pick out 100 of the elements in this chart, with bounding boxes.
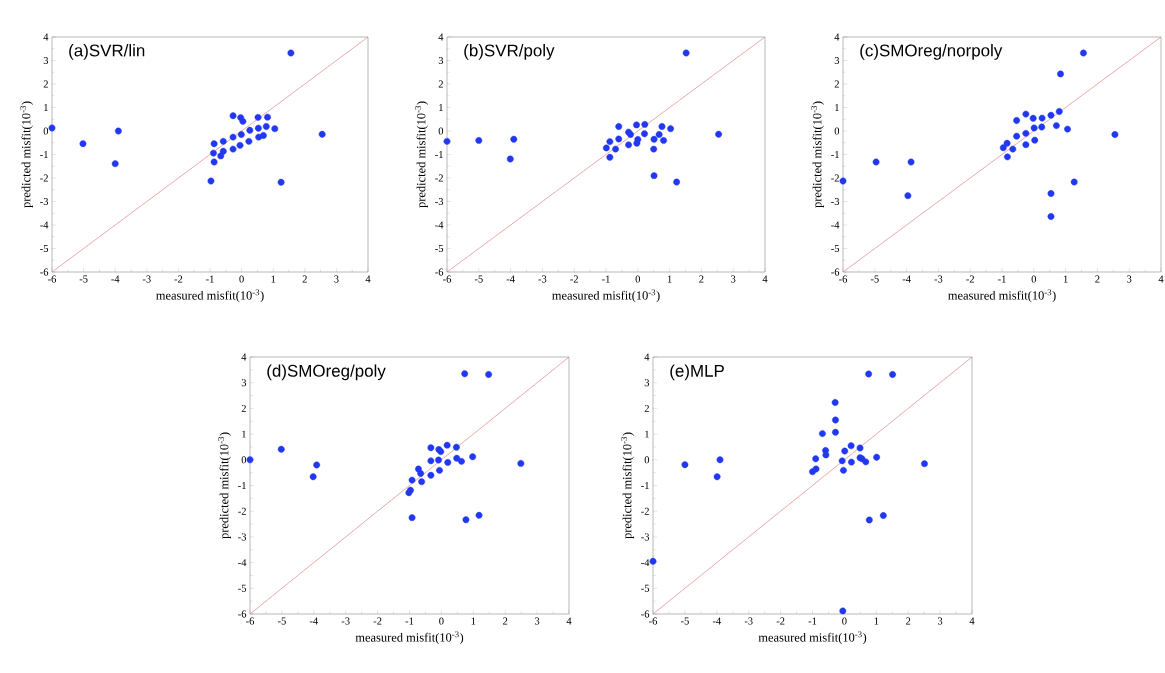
x-tick-label: 3 xyxy=(534,617,540,625)
x-tick-label: 4 xyxy=(566,617,572,625)
y-tick-label: -6 xyxy=(831,268,840,276)
x-tick-label: -5 xyxy=(870,275,879,283)
y-tick-label: 1 xyxy=(242,430,246,438)
y-tick-label: 4 xyxy=(644,353,650,361)
x-tick-label: -6 xyxy=(839,275,848,283)
x-tick-label: 3 xyxy=(334,275,339,283)
x-tick-label: -4 xyxy=(712,617,721,625)
x-tick-label: -2 xyxy=(570,275,578,283)
y-tick-label: -5 xyxy=(435,245,444,252)
y-tick-label: 3 xyxy=(834,56,840,65)
x-tick-label: -5 xyxy=(79,275,88,283)
y-tick-label: -4 xyxy=(435,221,444,229)
y-tick-label: -2 xyxy=(238,507,246,515)
y-axis-title: predicted misfit(10$^{-3}$) xyxy=(811,101,824,208)
x-tick-label: -3 xyxy=(341,617,350,625)
x-tick-label: 3 xyxy=(1127,275,1132,283)
y-tick-label: -1 xyxy=(831,151,839,158)
y-tick-label: -1 xyxy=(40,151,48,158)
x-tick-label: -1 xyxy=(405,617,414,625)
y-axis-title: predicted misfit(10$^{-3}$) xyxy=(218,432,231,539)
y-tick-label: -4 xyxy=(238,559,247,567)
y-tick-label: 2 xyxy=(644,404,649,412)
y-tick-label: -5 xyxy=(40,245,49,252)
y-tick-label: 2 xyxy=(241,404,246,412)
y-tick-label: 2 xyxy=(438,80,443,88)
x-tick-label: 4 xyxy=(969,617,975,625)
x-tick-label: -5 xyxy=(680,617,689,625)
y-axis-title: predicted misfit(10$^{-3}$) xyxy=(621,432,634,539)
x-tick-label: 2 xyxy=(1095,275,1100,283)
chart-title: (e)MLP xyxy=(670,364,724,381)
y-tick-label: -2 xyxy=(435,174,443,182)
chart-title: (a)SVR/lin xyxy=(69,44,145,60)
y-tick-label: 0 xyxy=(834,127,840,135)
x-axis-title: measured misfit(10$^{-3}$) xyxy=(355,631,464,645)
y-tick-label: 3 xyxy=(43,56,49,65)
y-axis-title: predicted misfit(10$^{-3}$) xyxy=(415,101,428,208)
y-tick-label: 2 xyxy=(834,80,839,88)
x-axis-title: measured misfit(10$^{-3}$) xyxy=(758,631,867,645)
x-tick-label: 4 xyxy=(1158,275,1164,283)
y-tick-label: 0 xyxy=(43,127,49,135)
x-tick-label: 2 xyxy=(503,617,508,625)
y-tick-label: -2 xyxy=(40,174,48,182)
x-tick-label: -3 xyxy=(744,617,753,625)
y-tick-label: -4 xyxy=(641,559,650,567)
x-tick-label: 1 xyxy=(874,617,879,625)
x-tick-label: 3 xyxy=(731,275,736,283)
x-tick-label: -2 xyxy=(966,275,974,283)
x-tick-label: -2 xyxy=(776,617,785,625)
x-tick-label: -4 xyxy=(506,275,515,283)
y-tick-label: 4 xyxy=(438,33,444,41)
x-tick-label: -6 xyxy=(246,617,255,625)
x-tick-label: -3 xyxy=(934,275,943,283)
y-axis-title: predicted misfit(10$^{-3}$) xyxy=(20,101,33,208)
y-tick-label: -6 xyxy=(40,268,49,276)
y-tick-label: 3 xyxy=(438,56,444,65)
x-tick-label: -6 xyxy=(443,275,452,283)
y-tick-label: -3 xyxy=(435,197,444,206)
y-tick-label: -3 xyxy=(641,533,650,541)
y-tick-label: 1 xyxy=(835,104,839,111)
x-tick-label: -1 xyxy=(998,275,1006,283)
x-tick-label: -5 xyxy=(474,275,483,283)
y-tick-label: -5 xyxy=(831,245,840,252)
y-tick-label: -3 xyxy=(238,533,247,541)
x-tick-label: 4 xyxy=(762,275,768,283)
x-axis-title: measured misfit(10$^{-3}$) xyxy=(156,289,264,303)
x-axis-title: measured misfit(10$^{-3}$) xyxy=(948,289,1056,303)
y-tick-label: -1 xyxy=(641,482,649,489)
y-tick-label: 3 xyxy=(241,379,247,387)
x-tick-label: 1 xyxy=(271,275,276,283)
chart-title: (c)SMOreg/norpoly xyxy=(860,44,1003,60)
x-tick-label: 3 xyxy=(937,617,943,625)
y-tick-label: -5 xyxy=(641,584,650,592)
y-tick-label: -2 xyxy=(831,174,839,182)
y-tick-label: -1 xyxy=(435,151,443,158)
y-tick-label: -3 xyxy=(831,197,840,206)
x-tick-label: 1 xyxy=(667,275,672,283)
y-tick-label: 4 xyxy=(834,33,840,41)
x-tick-label: -4 xyxy=(309,617,318,625)
x-tick-label: 4 xyxy=(365,275,371,283)
y-tick-label: -5 xyxy=(238,584,247,592)
x-tick-label: -2 xyxy=(373,617,382,625)
x-tick-label: 0 xyxy=(842,617,847,625)
y-tick-label: -4 xyxy=(40,221,49,229)
y-tick-label: 2 xyxy=(43,80,48,88)
y-tick-label: -6 xyxy=(238,610,247,618)
y-tick-label: 4 xyxy=(43,33,49,41)
y-tick-label: 0 xyxy=(644,456,650,464)
x-tick-label: -3 xyxy=(538,275,547,283)
y-tick-label: 1 xyxy=(645,430,649,438)
x-tick-label: 2 xyxy=(699,275,704,283)
chart-title: (d)SMOreg/poly xyxy=(267,364,386,381)
x-tick-label: 1 xyxy=(1063,275,1068,283)
x-axis-title: measured misfit(10$^{-3}$) xyxy=(552,289,660,303)
x-tick-label: -2 xyxy=(174,275,183,283)
chart-title: (b)SVR/poly xyxy=(464,44,555,60)
y-tick-label: -6 xyxy=(435,268,444,276)
y-tick-label: -6 xyxy=(641,610,650,618)
x-tick-label: -4 xyxy=(902,275,911,283)
